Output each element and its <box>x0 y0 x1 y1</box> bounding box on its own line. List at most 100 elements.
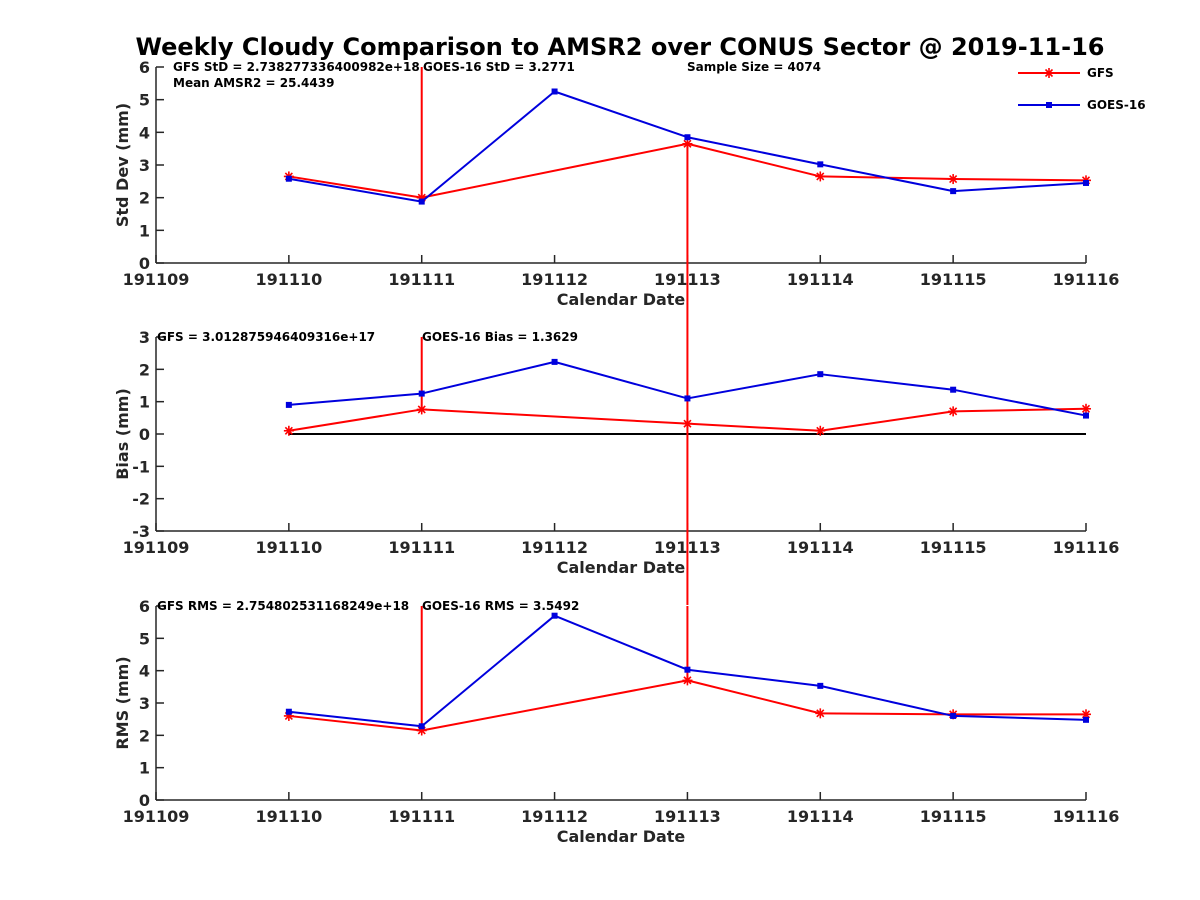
y-tick-label: 5 <box>139 629 150 648</box>
series-line-segment <box>421 408 688 425</box>
series-line-segment <box>687 679 821 715</box>
data-point <box>285 175 292 182</box>
x-tick-label: 191111 <box>388 807 455 826</box>
data-point <box>1083 716 1089 723</box>
series-line-segment <box>421 679 688 732</box>
x-axis-label: Calendar Date <box>557 827 686 846</box>
x-tick-label: 191115 <box>920 270 987 289</box>
x-tick-label: 191116 <box>1053 538 1120 557</box>
data-point <box>684 134 691 141</box>
y-tick-label: 3 <box>139 156 150 175</box>
data-point <box>416 404 427 415</box>
data-point <box>948 406 959 417</box>
stat-annotation: GFS StD = 2.738277336400982e+18 <box>173 60 420 74</box>
series-line-segment <box>421 614 556 728</box>
stat-annotation: GOES-16 StD = 3.2771 <box>423 60 575 74</box>
legend-marker <box>1046 102 1052 108</box>
x-tick-label: 191112 <box>521 807 588 826</box>
panel-rms: 0 1 2 3 4 5 6 191109 191110 191111 191112 191113 191… <box>113 597 1119 846</box>
x-tick-label: 191115 <box>920 807 987 826</box>
series-line-segment <box>687 668 821 687</box>
series-line-segment <box>554 90 688 139</box>
data-point <box>948 174 959 185</box>
series-line-segment <box>288 714 422 732</box>
series-line-segment <box>687 142 821 178</box>
x-tick-label: 191111 <box>388 538 455 557</box>
y-tick-label: 3 <box>139 328 150 347</box>
y-tick-label: 6 <box>139 597 150 616</box>
y-axis-label: Bias (mm) <box>113 388 132 480</box>
data-point <box>817 161 824 168</box>
series-line-segment <box>554 360 688 400</box>
series-line-segment <box>820 163 954 193</box>
x-tick-label: 191116 <box>1053 270 1120 289</box>
legend-label: GFS <box>1087 66 1114 80</box>
x-tick-label: 191109 <box>123 538 190 557</box>
data-point <box>817 371 824 378</box>
data-point <box>682 138 693 149</box>
chart-panels: 0 1 2 3 4 5 6 191109 191110 191111 191112 191113 191… <box>113 58 1119 846</box>
legend: GFS GOES-16 <box>1018 66 1146 112</box>
data-point <box>682 418 693 429</box>
y-axis-label: RMS (mm) <box>113 656 132 749</box>
x-tick-label: 191113 <box>654 807 721 826</box>
chart-title: Weekly Cloudy Comparison to AMSR2 over C… <box>136 33 1105 61</box>
y-tick-label: 2 <box>139 189 150 208</box>
data-point <box>817 682 824 689</box>
series-goes-16 <box>285 88 1089 205</box>
data-point <box>1081 709 1091 720</box>
series-gfs <box>283 337 1091 605</box>
legend-label: GOES-16 <box>1087 98 1146 112</box>
series-line-segment <box>554 614 688 671</box>
y-tick-label: 1 <box>139 393 150 412</box>
data-point <box>682 675 693 686</box>
series-goes-16 <box>285 358 1089 419</box>
y-tick-label: 3 <box>139 694 150 713</box>
y-tick-label: 4 <box>139 123 150 142</box>
y-tick-label: 1 <box>139 759 150 778</box>
x-tick-label: 191109 <box>123 807 190 826</box>
series-line-segment <box>288 175 422 199</box>
series-line-segment <box>687 373 821 400</box>
x-tick-label: 191116 <box>1053 807 1120 826</box>
x-tick-label: 191110 <box>255 538 322 557</box>
data-point <box>551 88 558 95</box>
series-line-segment <box>953 714 1087 721</box>
x-tick-label: 191111 <box>388 270 455 289</box>
data-point <box>684 666 691 673</box>
data-point <box>418 723 425 730</box>
stat-annotation: GFS RMS = 2.754802531168249e+18 <box>157 599 409 613</box>
series-line-segment <box>952 388 1087 417</box>
series-line-segment <box>687 136 821 166</box>
data-point <box>950 386 957 393</box>
series-line-segment <box>288 408 422 432</box>
y-tick-label: 2 <box>139 360 150 379</box>
series-line-segment <box>953 178 1087 182</box>
data-point <box>815 171 826 182</box>
x-axis-label: Calendar Date <box>557 290 686 309</box>
data-point <box>283 425 294 436</box>
stat-annotation: Sample Size = 4074 <box>687 60 821 74</box>
y-tick-label: 2 <box>139 726 150 745</box>
data-point <box>551 612 558 619</box>
data-point <box>684 395 691 402</box>
data-point <box>815 708 826 719</box>
x-tick-label: 191115 <box>920 538 987 557</box>
data-point <box>551 358 558 365</box>
series-gfs <box>283 67 1091 337</box>
x-tick-label: 191114 <box>787 538 854 557</box>
data-point <box>950 712 957 719</box>
data-point <box>285 708 292 715</box>
stat-annotation: GFS = 3.012875946409316e+17 <box>157 330 375 344</box>
legend-marker <box>1044 68 1054 78</box>
series-goes-16 <box>285 612 1089 730</box>
x-tick-label: 191114 <box>787 270 854 289</box>
data-point <box>1083 179 1089 186</box>
y-tick-label: 0 <box>139 254 150 273</box>
x-tick-label: 191112 <box>521 538 588 557</box>
y-tick-label: 6 <box>139 58 150 77</box>
data-point <box>815 425 826 436</box>
